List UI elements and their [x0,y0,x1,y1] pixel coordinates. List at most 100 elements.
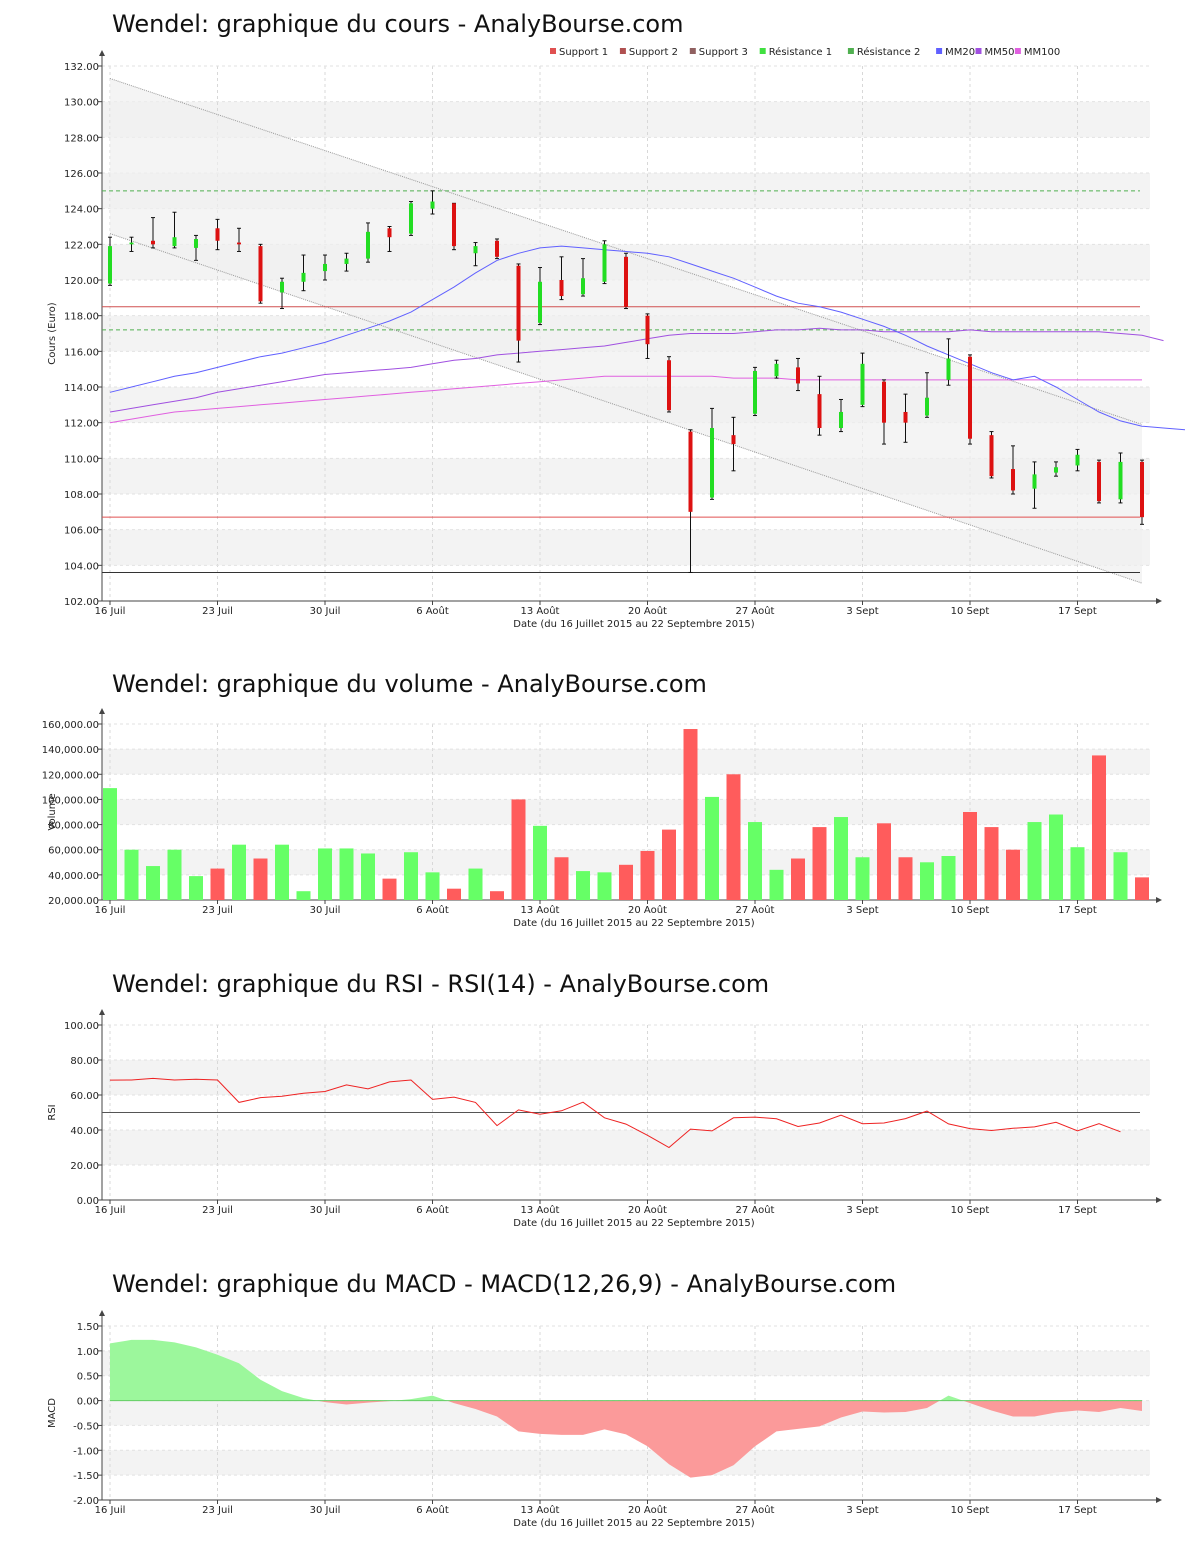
price-ytick-label: 116.00 [64,347,99,358]
rsi-xtick-label: 10 Sept [951,1205,990,1216]
price-xtick-label: 20 Août [628,605,667,617]
candle-body [172,237,177,247]
candle-body [280,281,284,293]
macd-xtick-label: 6 Août [416,1504,449,1516]
price-xtick-label: 3 Sept [846,606,878,617]
macd-xtick-label: 20 Août [628,1504,667,1516]
volume-bar [253,858,268,900]
volume-ytick-label: 20,000.00 [48,896,99,907]
volume-xtick-label: 13 Août [521,904,560,916]
rsi-xtick-label: 20 Août [628,1204,667,1216]
candle-body [559,280,564,297]
candle-body [688,431,693,512]
volume-bar [318,848,332,900]
price-band [102,529,1150,566]
price-ylabel: Cours (Euro) [47,302,58,365]
volume-bar [146,866,160,900]
volume-bar [576,871,590,900]
macd-ylabel: MACD [47,1398,58,1428]
volume-ytick-label: 60,000.00 [48,846,99,857]
candle-body [946,358,951,380]
rsi-xtick-label: 17 Sept [1058,1205,1097,1216]
volume-xlabel: Date (du 16 Juillet 2015 au 22 Septembre… [513,918,754,929]
price-xtick-label: 10 Sept [951,606,990,617]
volume-title: Wendel: graphique du volume - AnalyBours… [112,670,707,698]
candle-body [538,281,542,323]
legend-label: Résistance 2 [857,46,920,58]
volume-bar [382,878,397,900]
price-xlabel: Date (du 16 Juillet 2015 au 22 Septembre… [513,619,754,630]
rsi-xtick-label: 23 Juil [202,1205,233,1216]
macd-xtick-label: 10 Sept [951,1505,990,1516]
legend-label: Support 3 [699,47,748,58]
mm50-line [109,327,1164,413]
volume-bar [726,774,741,900]
candle-body [409,203,413,234]
price-ytick-label: 114.00 [64,383,99,394]
rsi-ytick-label: 20.00 [70,1161,99,1172]
price-ytick-label: 124.00 [64,205,99,216]
candle-body [129,242,134,245]
candle-body [1140,461,1144,518]
volume-bar [404,852,418,900]
legend-label: MM100 [1024,47,1060,58]
price-chart: 16 Juil 23 Juil 30 Juil 6 Août 13 Août 20 Aoû… [47,46,1186,630]
candle-body [925,397,929,416]
rsi-xtick-label: 30 Juil [310,1205,341,1216]
rsi-xtick-label: 16 Juil [95,1205,126,1216]
volume-bar [619,864,633,900]
candle-body [903,411,908,423]
volume-bar [920,862,934,900]
candle-body [516,265,521,341]
legend-swatch [1014,48,1021,54]
volume-bar [296,891,311,900]
macd-xtick-label: 17 Sept [1058,1505,1097,1516]
legend-swatch [550,48,556,54]
macd-ytick-label: -1.00 [73,1446,99,1457]
candle-body [473,246,478,254]
volume-bar [511,799,526,900]
volume-bar [124,849,139,900]
candle-body [839,411,843,429]
price-xtick-label: 17 Sept [1058,606,1097,617]
candle-body [624,256,628,307]
price-xtick-label: 30 Juil [310,606,341,617]
volume-bar [468,868,483,900]
macd-xtick-label: 23 Juil [202,1505,233,1516]
volume-band [102,799,1150,825]
volume-ytick-label: 100,000.00 [42,795,99,806]
volume-ylabel: Volume [47,793,58,830]
candle-body [430,201,435,209]
volume-bar [941,856,956,900]
volume-bar [210,868,225,900]
volume-bar [791,858,805,900]
price-xtick-label: 16 Juil [95,606,126,617]
price-panel: Wendel: graphique du cours - AnalyBourse… [0,0,1200,640]
volume-xtick-label: 16 Juil [95,905,126,916]
candle-body [1097,461,1101,502]
candle-body [495,240,499,257]
volume-x-arrow [1156,897,1162,903]
candle-body [344,258,349,264]
price-ytick-label: 132.00 [64,62,99,73]
rsi-xtick-label: 6 Août [416,1204,449,1216]
price-ytick-label: 128.00 [64,133,99,144]
rsi-ytick-label: 80.00 [70,1056,99,1067]
macd-ytick-label: -2.00 [73,1496,99,1507]
rsi-xtick-label: 27 Août [736,1204,775,1216]
price-band [102,101,1150,138]
macd-ytick-label: 1.50 [77,1322,99,1333]
volume-bar [232,844,246,900]
candle-body [731,435,736,445]
volume-xtick-label: 10 Sept [951,905,990,916]
rsi-ytick-label: 60.00 [70,1091,99,1102]
candle-body [1075,454,1080,466]
volume-bar [1092,755,1106,900]
volume-bar [748,822,762,900]
volume-bar [812,827,827,900]
price-ytick-label: 126.00 [64,169,99,180]
price-ytick-label: 108.00 [64,490,99,501]
price-xtick-label: 6 Août [416,605,449,617]
price-ytick-label: 122.00 [64,240,99,251]
volume-xtick-label: 6 Août [416,904,449,916]
